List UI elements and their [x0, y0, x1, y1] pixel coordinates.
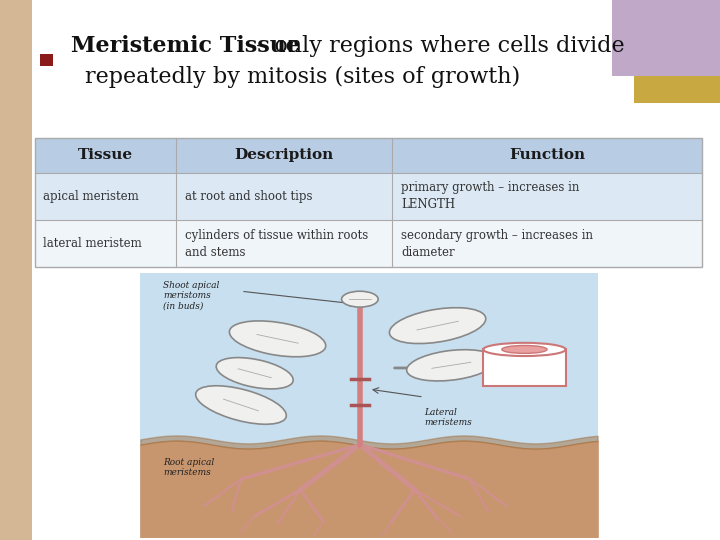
Bar	[140, 273, 598, 537]
Text: cylinders of tissue within roots
and stems: cylinders of tissue within roots and ste…	[185, 228, 369, 259]
Text: at root and shoot tips: at root and shoot tips	[185, 190, 312, 203]
Text: primary growth – increases in
LENGTH: primary growth – increases in LENGTH	[401, 181, 580, 212]
Bar	[40, 54, 53, 66]
Bar	[35, 173, 702, 220]
Text: repeatedly by mitosis (sites of growth): repeatedly by mitosis (sites of growth)	[85, 66, 521, 88]
Text: secondary growth – increases in
diameter: secondary growth – increases in diameter	[401, 228, 593, 259]
Bar	[612, 0, 720, 76]
Text: Description: Description	[235, 148, 334, 162]
Bar	[35, 138, 702, 267]
Bar	[0, 0, 32, 540]
Text: Tissue: Tissue	[78, 148, 133, 162]
Text: – only regions where cells divide: – only regions where cells divide	[249, 35, 625, 57]
Text: apical meristem: apical meristem	[43, 190, 139, 203]
Bar	[634, 76, 720, 103]
Text: Function: Function	[509, 148, 585, 162]
Text: Meristemic Tissue: Meristemic Tissue	[71, 35, 300, 57]
Bar	[35, 138, 702, 173]
Bar	[35, 220, 702, 267]
Text: lateral meristem: lateral meristem	[43, 237, 142, 250]
